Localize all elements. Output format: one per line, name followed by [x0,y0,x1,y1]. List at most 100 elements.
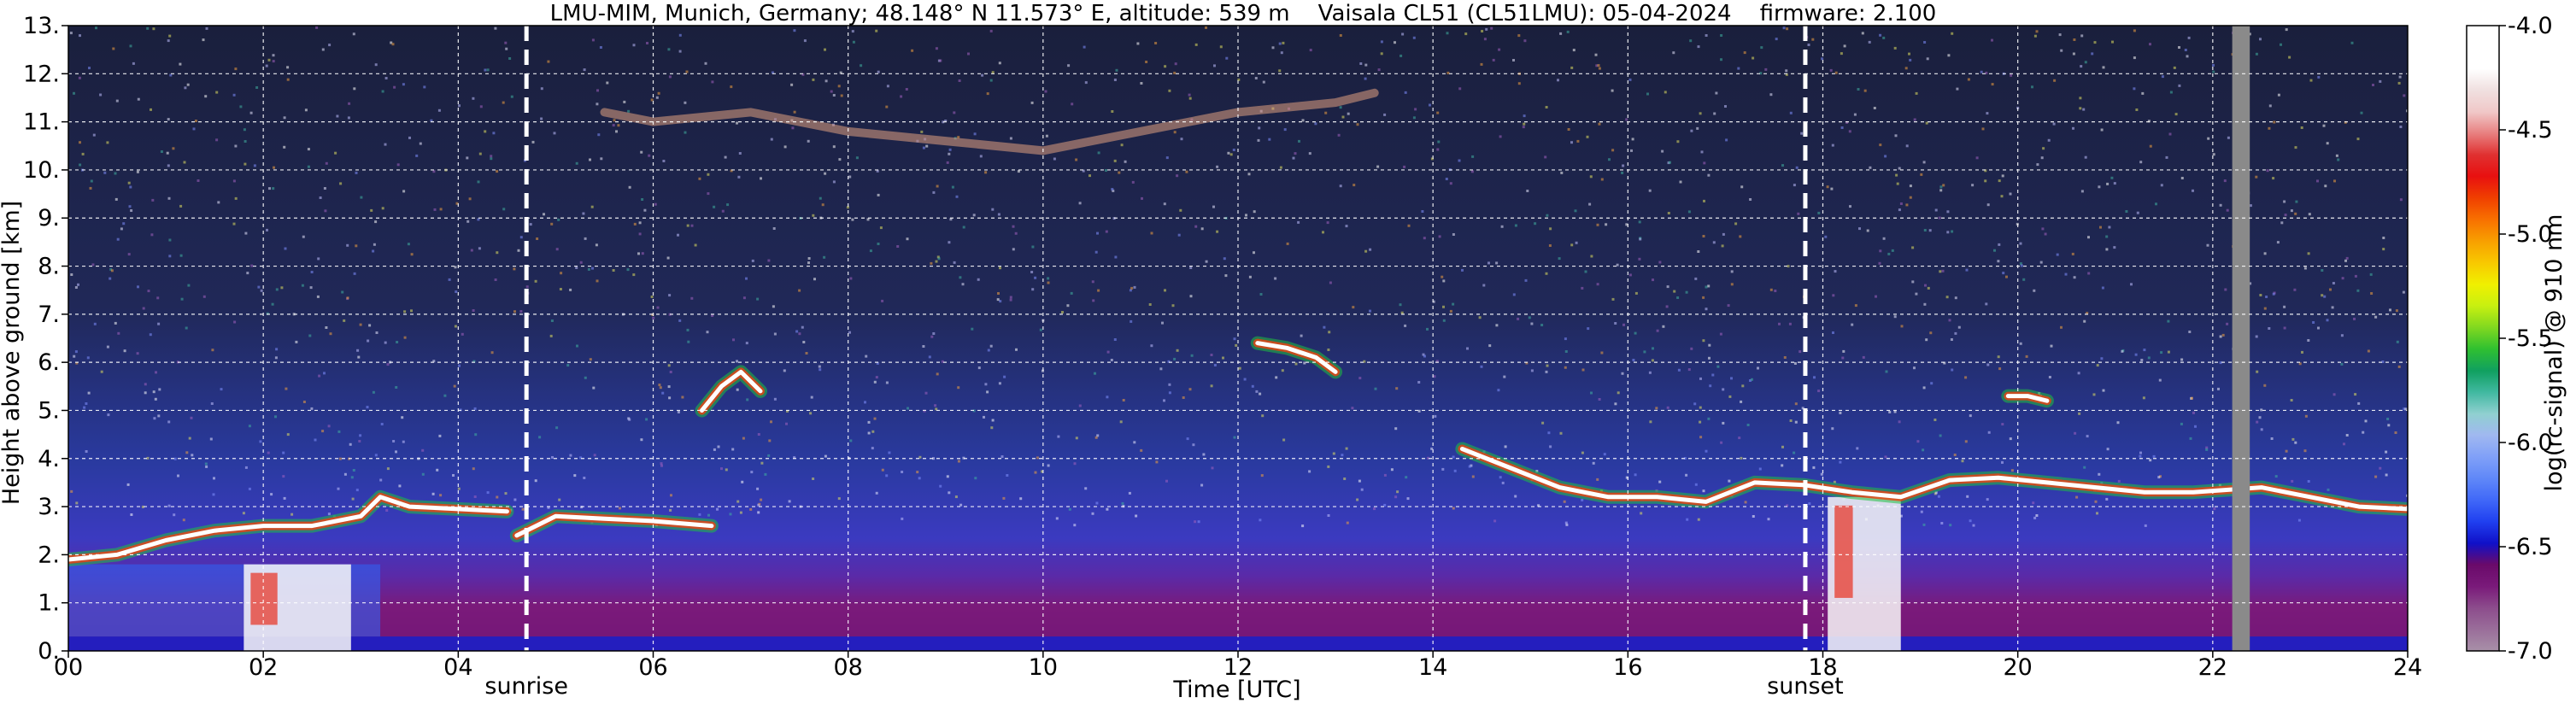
noise-speck [395,386,398,389]
noise-speck [309,286,313,290]
noise-speck [114,197,118,201]
noise-speck [1417,409,1421,413]
noise-speck [1925,121,1928,125]
noise-speck [2159,475,2162,478]
noise-speck [1163,399,1165,402]
noise-speck [1702,296,1705,299]
noise-speck [1933,419,1937,421]
noise-speck [472,97,475,100]
noise-speck [2180,358,2184,361]
noise-speck [1268,138,1271,141]
noise-speck [2086,435,2089,438]
noise-speck [204,95,208,98]
noise-speck [655,96,659,99]
noise-speck [948,152,951,155]
noise-speck [1730,377,1733,380]
noise-speck [1884,455,1887,459]
noise-speck [977,366,981,370]
noise-speck [430,119,433,122]
noise-speck [1179,208,1182,212]
noise-speck [2149,144,2152,148]
noise-speck [93,322,97,325]
noise-speck [536,237,539,240]
cloud-layer [2005,394,2050,403]
noise-speck [496,251,499,255]
noise-speck [2191,396,2193,400]
noise-speck [1605,223,1608,226]
noise-speck [954,495,958,499]
noise-speck [167,196,171,200]
noise-speck [2113,246,2116,249]
noise-speck [1564,521,1568,524]
noise-speck [600,157,603,161]
noise-speck [1785,73,1788,76]
noise-speck [1878,261,1881,265]
noise-speck [2080,34,2084,38]
noise-speck [114,321,117,325]
noise-speck [1514,224,1517,227]
noise-speck [935,260,938,263]
noise-speck [74,350,78,354]
noise-speck [1938,216,1941,220]
noise-speck [1084,487,1088,490]
noise-speck [885,381,889,384]
noise-speck [1616,263,1619,267]
noise-speck [1744,501,1747,504]
noise-speck [751,259,754,262]
noise-speck [961,283,965,286]
noise-speck [1767,518,1770,521]
noise-speck [2047,138,2051,142]
noise-speck [1598,67,1601,70]
noise-speck [832,94,836,97]
noise-speck [2308,213,2311,216]
noise-speck [1186,437,1189,441]
noise-speck [1905,144,1909,148]
noise-speck [1630,149,1633,152]
noise-speck [595,243,598,247]
noise-speck [1095,501,1099,505]
noise-speck [967,52,970,56]
noise-speck [1383,113,1387,116]
x-tick-label: 12 [1223,654,1253,681]
noise-speck [1294,362,1298,366]
noise-speck [2268,327,2271,330]
noise-speck [1721,244,1724,248]
noise-speck [1088,174,1091,178]
noise-speck [2100,128,2104,132]
noise-speck [1697,518,1700,521]
noise-speck [2072,52,2075,56]
noise-speck [810,396,813,399]
noise-speck [2044,232,2047,236]
noise-speck [1793,362,1797,365]
noise-speck [2099,226,2102,229]
noise-speck [2078,412,2081,415]
noise-speck [698,177,701,180]
noise-speck [1861,32,1864,35]
noise-speck [2397,81,2401,85]
noise-speck [1067,64,1071,67]
noise-speck [1728,395,1732,398]
noise-speck [360,196,363,199]
noise-speck [73,354,76,358]
noise-speck [167,118,170,121]
noise-speck [2379,466,2382,470]
noise-speck [876,169,879,173]
noise-speck [1707,173,1710,177]
noise-speck [1655,407,1658,410]
noise-speck [1073,524,1077,527]
noise-speck [1564,366,1567,369]
noise-speck [875,491,878,495]
noise-speck [873,417,877,420]
noise-speck [321,430,325,433]
noise-speck [403,310,407,313]
noise-speck [191,454,194,457]
marker-label-sunset: sunset [1767,673,1844,700]
noise-speck [244,140,247,143]
noise-speck [1458,87,1462,91]
noise-speck [939,59,942,62]
noise-speck [1794,420,1798,424]
noise-speck [1047,464,1050,467]
noise-speck [129,44,132,48]
noise-speck [1523,122,1526,126]
noise-speck [103,171,107,174]
